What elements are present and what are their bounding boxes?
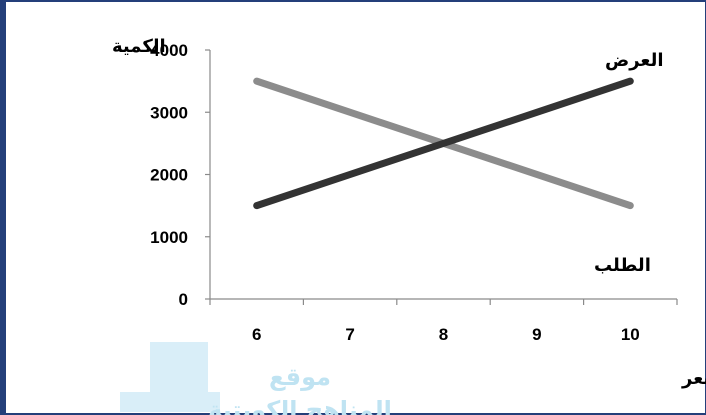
x-tick-label: 9 — [532, 325, 541, 344]
watermark-block-bottom — [120, 392, 220, 412]
watermark-text-1: موقع — [269, 363, 331, 391]
series-label-demand: الطلب — [594, 255, 651, 276]
series-label-supply: العرض — [605, 50, 664, 71]
x-tick-label: 8 — [439, 325, 448, 344]
x-tick-label: 10 — [621, 325, 640, 344]
y-tick-label: 3000 — [150, 103, 188, 122]
y-axis-ticks: 0 1000 2000 3000 4000 — [150, 41, 210, 309]
y-tick-label: 1000 — [150, 228, 188, 247]
y-tick-label: 4000 — [150, 41, 188, 60]
x-axis-title: السعر — [681, 368, 706, 389]
y-tick-label: 0 — [179, 290, 188, 309]
y-tick-label: 2000 — [150, 166, 188, 185]
watermark-text-2: المناهج الكويتية — [208, 396, 392, 415]
y-axis-title: الكمية — [112, 36, 166, 57]
series-layer — [253, 77, 634, 210]
x-tick-label: 7 — [345, 325, 354, 344]
watermark-logo: موقع المناهج الكويتية — [120, 342, 392, 415]
x-axis-ticks: 6 7 8 9 10 — [209, 299, 678, 344]
supply-line — [253, 77, 634, 210]
x-tick-label: 6 — [252, 325, 261, 344]
